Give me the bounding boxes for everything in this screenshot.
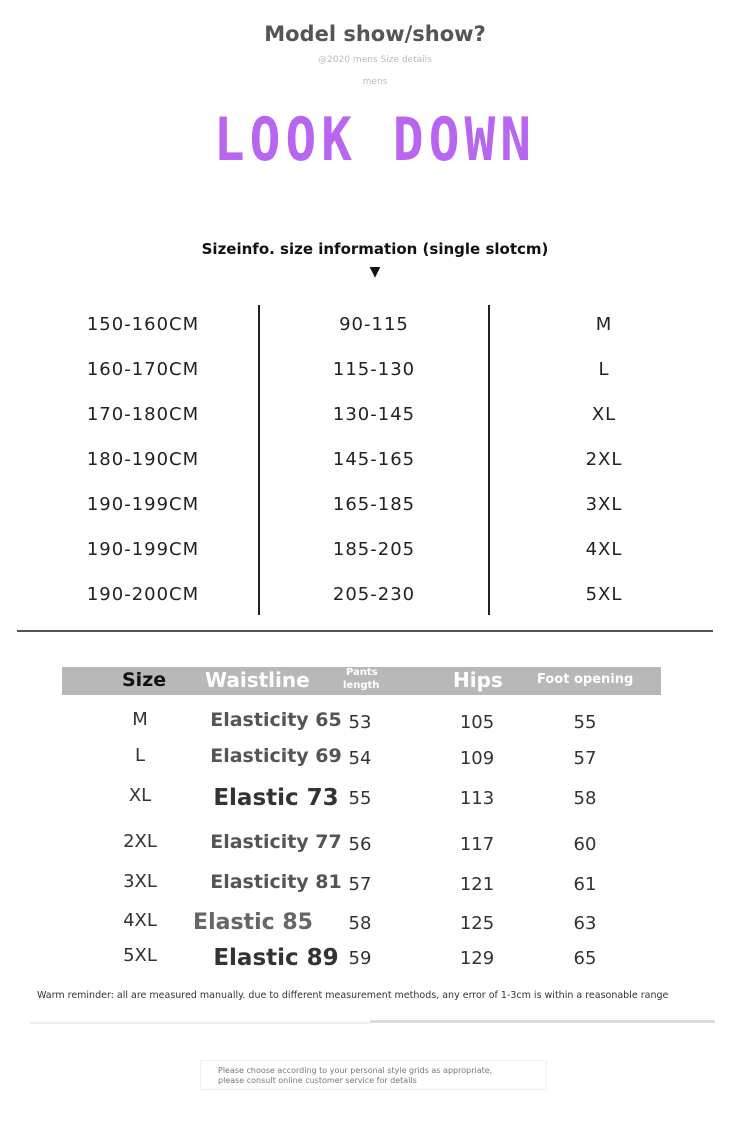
page-title: Model show/show?: [264, 22, 486, 46]
measure-row: 2XL Elasticity 77 56 117 60: [0, 831, 750, 861]
cell-size: 5XL: [123, 945, 157, 966]
footer-note-box: Please choose according to your personal…: [200, 1060, 547, 1090]
cell-size: XL: [128, 785, 152, 806]
cell-foot: 63: [573, 913, 597, 934]
cell-height: 170-180CM: [86, 404, 200, 425]
measure-row: M Elasticity 65 53 105 55: [0, 709, 750, 739]
cell-foot: 65: [573, 948, 597, 969]
cell-size: 2XL: [585, 449, 623, 470]
header-size: Size: [122, 669, 167, 691]
header-pants-length: Pants: [346, 667, 378, 678]
cell-waist: Elastic 89: [213, 945, 339, 971]
cell-waist: Elasticity 65: [210, 709, 342, 731]
header-hips: Hips: [453, 668, 503, 692]
cell-weight: 130-145: [332, 404, 416, 425]
arrow-down-icon: ▼: [369, 264, 381, 280]
cell-waist: Elasticity 81: [210, 871, 342, 893]
cell-height: 150-160CM: [86, 314, 200, 335]
cell-hips: 117: [459, 834, 495, 855]
cell-foot: 58: [573, 788, 597, 809]
cell-hips: 105: [459, 712, 495, 733]
cell-weight: 115-130: [332, 359, 416, 380]
watermark-text: @2020 mens Size details: [318, 55, 432, 65]
section-divider: [17, 630, 713, 632]
watermark-text-2: mens: [362, 77, 388, 87]
cell-height: 190-199CM: [86, 494, 200, 515]
cell-foot: 57: [573, 748, 597, 769]
look-down-banner: LOOK DOWN: [213, 105, 537, 175]
divider: [370, 1020, 715, 1023]
cell-size: L: [598, 359, 610, 380]
cell-hips: 121: [459, 874, 495, 895]
size-info-row: 160-170CM 115-130 L: [0, 359, 750, 389]
header-waistline: Waistline: [205, 668, 310, 692]
measure-row: 4XL Elastic 85 58 125 63: [0, 910, 750, 940]
measure-row: 5XL Elastic 89 59 129 65: [0, 945, 750, 975]
divider: [30, 1022, 370, 1024]
cell-size: 5XL: [585, 584, 623, 605]
cell-size: XL: [591, 404, 617, 425]
measure-row: XL Elastic 73 55 113 58: [0, 785, 750, 815]
footer-note: Please choose according to your personal…: [218, 1066, 492, 1086]
cell-waist: Elastic 85: [193, 910, 313, 935]
cell-size: 4XL: [123, 910, 157, 931]
cell-size: 2XL: [123, 831, 157, 852]
cell-size: 3XL: [585, 494, 623, 515]
cell-hips: 113: [459, 788, 495, 809]
cell-foot: 61: [573, 874, 597, 895]
cell-height: 160-170CM: [86, 359, 200, 380]
cell-weight: 205-230: [332, 584, 416, 605]
header-pants-length-2: length: [343, 680, 380, 691]
cell-pants: 56: [348, 834, 372, 855]
size-info-row: 180-190CM 145-165 2XL: [0, 449, 750, 479]
size-info-row: 190-199CM 165-185 3XL: [0, 494, 750, 524]
cell-weight: 90-115: [339, 314, 409, 335]
footer-line-2: please consult online customer service f…: [218, 1076, 417, 1085]
cell-hips: 129: [459, 948, 495, 969]
cell-height: 180-190CM: [86, 449, 200, 470]
measure-row: 3XL Elasticity 81 57 121 61: [0, 871, 750, 901]
cell-size: M: [132, 709, 148, 730]
cell-size: 3XL: [123, 871, 157, 892]
cell-pants: 57: [348, 874, 372, 895]
footer-line-1: Please choose according to your personal…: [218, 1066, 493, 1075]
cell-pants: 53: [348, 712, 372, 733]
cell-waist: Elasticity 77: [210, 831, 342, 853]
header-foot-opening: Foot opening: [537, 672, 634, 687]
measure-table-header: Size Waistline Pants length Hips Foot op…: [62, 667, 661, 695]
cell-weight: 165-185: [332, 494, 416, 515]
cell-foot: 55: [573, 712, 597, 733]
cell-pants: 59: [348, 948, 372, 969]
cell-hips: 125: [459, 913, 495, 934]
cell-height: 190-200CM: [86, 584, 200, 605]
measure-row: L Elasticity 69 54 109 57: [0, 745, 750, 775]
cell-pants: 54: [348, 748, 372, 769]
cell-weight: 145-165: [332, 449, 416, 470]
size-info-row: 170-180CM 130-145 XL: [0, 404, 750, 434]
cell-height: 190-199CM: [86, 539, 200, 560]
cell-size: L: [134, 745, 146, 766]
warm-reminder: Warm reminder: all are measured manually…: [37, 990, 669, 1001]
cell-pants: 55: [348, 788, 372, 809]
size-info-row: 190-199CM 185-205 4XL: [0, 539, 750, 569]
cell-size: 4XL: [585, 539, 623, 560]
cell-size: M: [595, 314, 613, 335]
cell-waist: Elasticity 69: [210, 745, 342, 767]
size-info-row: 150-160CM 90-115 M: [0, 314, 750, 344]
cell-hips: 109: [459, 748, 495, 769]
size-info-row: 190-200CM 205-230 5XL: [0, 584, 750, 614]
cell-waist: Elastic 73: [213, 785, 339, 811]
cell-pants: 58: [348, 913, 372, 934]
column-divider: [488, 305, 490, 615]
cell-foot: 60: [573, 834, 597, 855]
size-info-heading: Sizeinfo. size information (single slotc…: [201, 240, 549, 258]
column-divider: [258, 305, 260, 615]
cell-weight: 185-205: [332, 539, 416, 560]
